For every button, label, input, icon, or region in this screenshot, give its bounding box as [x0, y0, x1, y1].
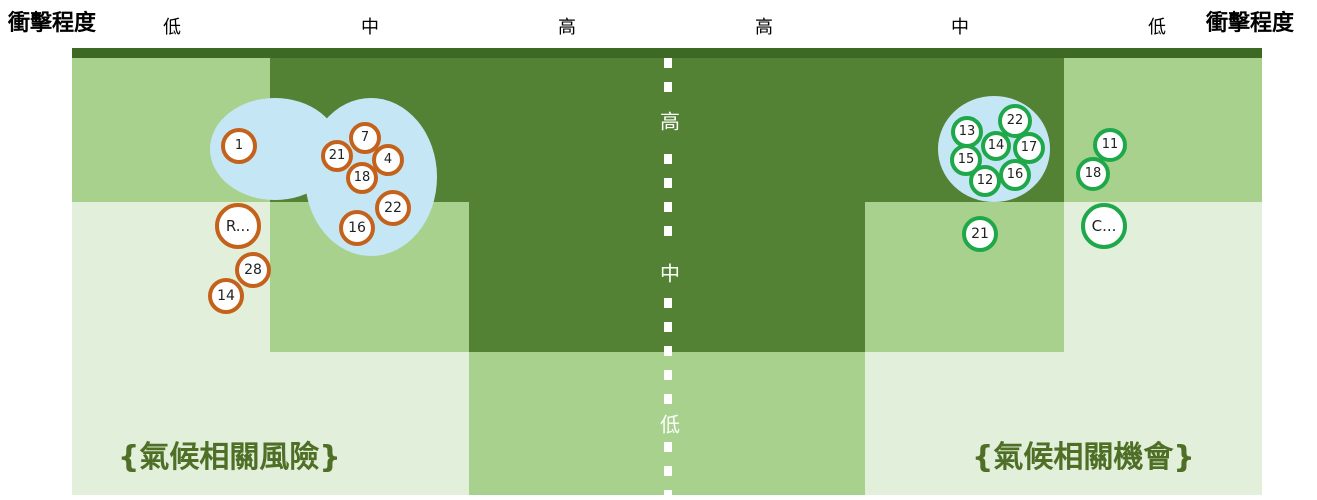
axis-dash: [664, 346, 672, 356]
axis-dash: [664, 82, 672, 92]
risk-node-1: 1: [221, 128, 257, 164]
axis-dash: [664, 322, 672, 332]
opportunity-node-6: 16: [999, 159, 1031, 191]
risk-node-8: R...: [215, 203, 261, 249]
level-left-high: 高: [558, 17, 576, 38]
risk-node-7: 16: [339, 210, 375, 246]
axis-dash: [664, 178, 672, 188]
top-divider-bar: [72, 48, 1262, 58]
risk-node-5: 18: [346, 162, 378, 194]
level-right-high: 高: [755, 17, 773, 38]
impact-label-right: 衝擊程度: [1206, 11, 1295, 36]
center-dashed-axis: [660, 58, 676, 500]
axis-label-high: 高: [660, 109, 680, 134]
axis-dash: [664, 154, 672, 164]
axis-dash: [664, 226, 672, 236]
level-right-low: 低: [1148, 17, 1166, 38]
level-left-mid: 中: [361, 17, 379, 38]
axis-dash: [664, 490, 672, 500]
axis-label-mid: 中: [660, 261, 680, 286]
risk-node-6: 22: [375, 190, 411, 226]
level-left-low: 低: [163, 17, 181, 38]
risk-node-10: 14: [208, 278, 244, 314]
opportunity-node-3: 14: [981, 131, 1011, 161]
impact-label-left: 衝擊程度: [8, 11, 97, 36]
axis-dash: [664, 394, 672, 404]
opportunity-node-7: 12: [969, 165, 1001, 197]
axis-dash: [664, 58, 672, 68]
axis-dash: [664, 466, 672, 476]
axis-dash: [664, 442, 672, 452]
opportunity-node-10: C...: [1081, 203, 1127, 249]
opportunity-panel-title: {氣候相關機會}: [972, 440, 1195, 475]
risk-panel-title: {氣候相關風險}: [118, 440, 341, 475]
risk-node-9: 28: [235, 252, 271, 288]
axis-dash: [664, 298, 672, 308]
opportunity-node-11: 21: [962, 216, 998, 252]
opportunity-node-8: 11: [1093, 128, 1127, 162]
risk-node-3: 21: [321, 140, 353, 172]
axis-dash: [664, 202, 672, 212]
opportunity-node-4: 17: [1013, 132, 1045, 164]
opportunity-node-9: 18: [1076, 157, 1110, 191]
axis-dash: [664, 370, 672, 380]
level-right-mid: 中: [951, 17, 969, 38]
risk-node-4: 4: [372, 144, 404, 176]
axis-label-low: 低: [660, 412, 680, 437]
